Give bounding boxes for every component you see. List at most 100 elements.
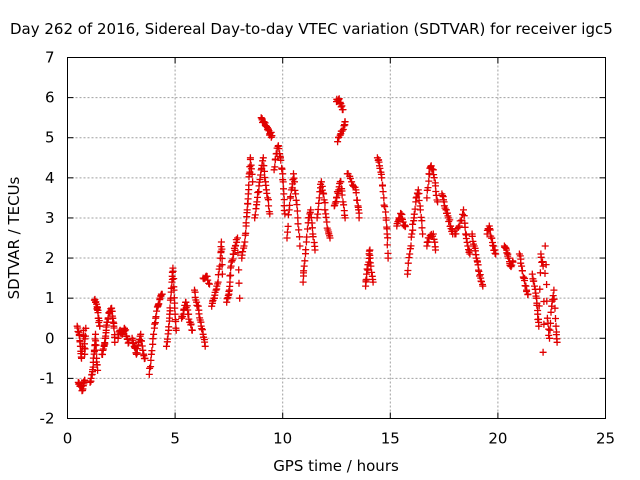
data-point <box>254 189 262 196</box>
data-point <box>150 330 158 338</box>
data-point <box>488 234 496 242</box>
data-point <box>536 285 544 293</box>
data-point <box>204 276 212 284</box>
data-point <box>550 295 558 303</box>
data-point <box>311 246 319 254</box>
data-point <box>227 258 235 266</box>
data-point <box>170 275 178 283</box>
data-point <box>281 210 289 218</box>
data-point <box>384 254 392 262</box>
data-point <box>155 300 163 308</box>
data-point <box>353 196 361 204</box>
x-axis-label: GPS time / hours <box>273 457 399 475</box>
data-point <box>271 155 279 163</box>
data-point <box>551 304 559 312</box>
data-point <box>423 194 431 202</box>
data-point <box>223 295 231 303</box>
data-point <box>275 145 283 153</box>
data-point <box>314 206 322 213</box>
data-point <box>294 214 302 222</box>
data-point <box>418 217 426 225</box>
data-point <box>294 220 302 228</box>
data-point <box>454 223 462 231</box>
data-point <box>434 198 442 206</box>
data-point <box>151 320 159 328</box>
data-point <box>461 223 469 231</box>
data-point <box>235 266 243 274</box>
data-point <box>508 261 516 269</box>
data-point <box>539 348 547 356</box>
data-point <box>303 233 311 241</box>
data-point <box>405 254 413 262</box>
data-point <box>217 238 225 246</box>
data-point <box>218 255 226 262</box>
data-point <box>382 216 390 224</box>
y-tick-label: -1 <box>40 369 55 387</box>
data-point <box>503 249 511 257</box>
data-point <box>460 206 467 214</box>
data-point <box>198 326 206 334</box>
data-point <box>218 270 226 278</box>
data-point <box>410 210 418 218</box>
data-point <box>553 338 561 346</box>
data-point <box>264 196 272 204</box>
data-point <box>185 315 193 323</box>
data-point <box>139 346 147 354</box>
data-point <box>545 325 553 333</box>
data-point <box>550 286 558 294</box>
data-point <box>414 186 422 194</box>
data-point <box>214 278 222 286</box>
data-point <box>228 257 236 265</box>
data-point <box>323 218 331 226</box>
data-point <box>122 326 130 334</box>
data-point <box>455 222 463 230</box>
data-point <box>341 118 349 126</box>
y-tick-label: 3 <box>45 209 55 227</box>
data-point <box>86 378 94 386</box>
data-point <box>419 230 427 238</box>
data-point <box>299 278 307 286</box>
data-point <box>188 326 196 334</box>
data-point <box>376 164 384 172</box>
data-point <box>169 267 177 275</box>
y-tick-label: 1 <box>45 289 55 307</box>
x-tick-label: 10 <box>273 430 292 448</box>
data-point <box>509 258 517 266</box>
data-point <box>409 220 417 228</box>
data-point <box>233 238 241 246</box>
data-point <box>429 230 437 238</box>
data-point <box>445 218 453 225</box>
data-point <box>546 326 554 334</box>
data-point <box>459 210 467 218</box>
x-tick-label: 25 <box>596 430 615 448</box>
data-point <box>82 332 89 340</box>
data-point <box>292 196 300 204</box>
data-point <box>239 248 247 256</box>
data-point <box>247 165 255 173</box>
data-point <box>355 214 363 222</box>
data-point <box>369 278 377 286</box>
data-point <box>137 330 145 338</box>
data-point <box>132 350 140 358</box>
data-point <box>241 238 249 246</box>
data-point <box>242 219 250 227</box>
data-point <box>271 163 279 171</box>
data-point <box>260 162 268 170</box>
data-point <box>292 190 300 198</box>
data-point <box>279 170 287 178</box>
data-point <box>236 294 244 302</box>
data-point <box>81 376 89 384</box>
data-point <box>380 194 388 202</box>
data-point <box>382 208 390 216</box>
data-point <box>172 318 180 325</box>
chart-title: Day 262 of 2016, Sidereal Day-to-day VTE… <box>10 20 613 38</box>
data-point <box>284 211 292 219</box>
data-point <box>518 262 526 270</box>
data-point <box>404 259 412 267</box>
data-points <box>73 95 561 395</box>
x-tick-label: 20 <box>488 430 507 448</box>
data-point <box>141 354 149 362</box>
x-tick-label: 5 <box>170 430 180 448</box>
data-point <box>280 196 288 204</box>
data-point <box>547 308 555 316</box>
